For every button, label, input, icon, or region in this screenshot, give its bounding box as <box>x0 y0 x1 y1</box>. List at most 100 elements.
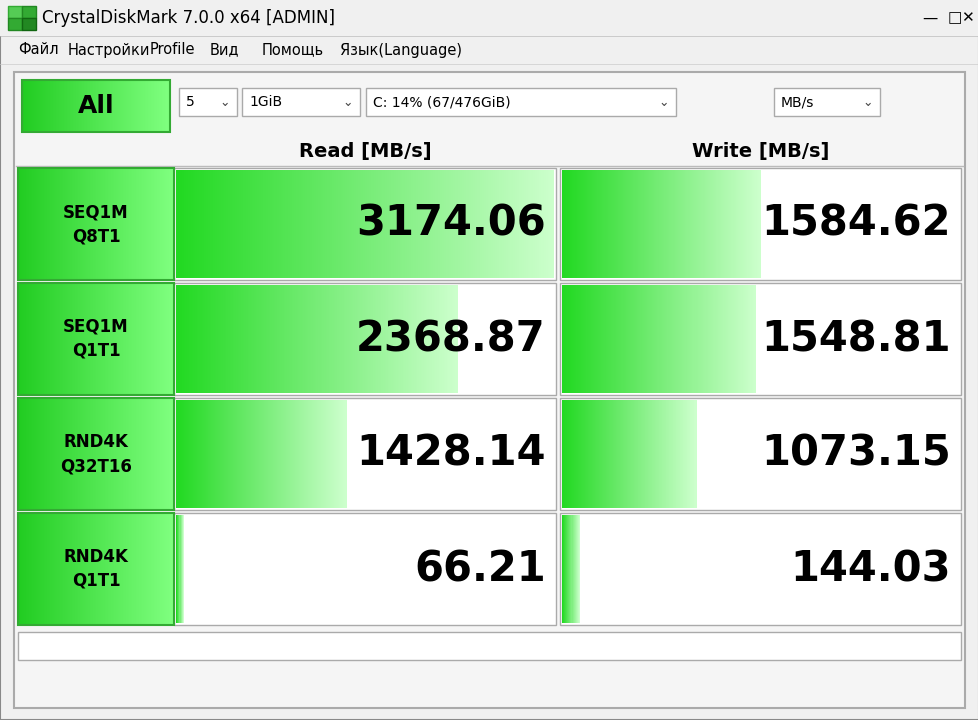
Bar <box>76 283 77 395</box>
Bar <box>701 170 703 278</box>
Bar <box>421 285 422 393</box>
Bar <box>227 285 229 393</box>
Bar <box>736 170 737 278</box>
Bar <box>44 168 45 280</box>
Bar <box>73 513 74 625</box>
Bar <box>14 72 964 708</box>
Bar <box>340 170 342 278</box>
Bar <box>610 285 612 393</box>
Bar <box>57 168 59 280</box>
Bar <box>191 285 193 393</box>
Bar <box>567 515 569 623</box>
Bar <box>671 400 672 508</box>
Bar <box>757 170 759 278</box>
Bar <box>54 80 56 132</box>
Bar <box>20 398 22 510</box>
Bar <box>573 515 574 623</box>
Bar <box>104 168 106 280</box>
Bar <box>559 168 960 280</box>
Bar <box>724 285 726 393</box>
Bar <box>157 513 159 625</box>
Bar <box>200 285 201 393</box>
Bar <box>432 170 434 278</box>
Bar <box>423 285 424 393</box>
Bar <box>590 170 591 278</box>
Bar <box>748 170 750 278</box>
Bar <box>201 400 203 508</box>
Bar <box>46 283 48 395</box>
Bar <box>649 170 651 278</box>
Bar <box>637 285 638 393</box>
Bar <box>683 170 684 278</box>
Bar <box>28 513 29 625</box>
Bar <box>215 170 216 278</box>
Bar <box>526 170 528 278</box>
Bar <box>268 170 269 278</box>
Bar <box>160 168 162 280</box>
Bar <box>261 170 262 278</box>
Bar <box>524 170 526 278</box>
Bar <box>302 170 304 278</box>
Bar <box>207 400 209 508</box>
Bar <box>158 283 160 395</box>
Bar <box>620 400 622 508</box>
Bar <box>85 513 86 625</box>
Bar <box>158 80 160 132</box>
Bar <box>191 170 193 278</box>
Bar <box>22 513 24 625</box>
Bar <box>157 168 159 280</box>
Bar <box>613 170 615 278</box>
Bar <box>350 285 352 393</box>
Bar <box>210 400 211 508</box>
Bar <box>78 80 79 132</box>
Bar <box>52 168 54 280</box>
Bar <box>123 398 124 510</box>
Bar <box>35 398 36 510</box>
Bar <box>754 170 756 278</box>
Bar <box>509 170 510 278</box>
Bar <box>439 170 441 278</box>
Bar <box>576 170 578 278</box>
Bar <box>132 80 133 132</box>
Bar <box>144 398 146 510</box>
Bar <box>542 170 543 278</box>
Bar <box>739 285 740 393</box>
Bar <box>96 398 98 510</box>
Bar <box>18 283 174 395</box>
Bar <box>637 170 638 278</box>
Bar <box>164 80 165 132</box>
Bar <box>83 513 84 625</box>
Bar <box>29 283 30 395</box>
Bar <box>708 170 710 278</box>
Bar <box>45 513 46 625</box>
Bar <box>478 170 480 278</box>
Bar <box>614 285 616 393</box>
Bar <box>563 515 565 623</box>
Bar <box>658 400 660 508</box>
Bar <box>193 285 195 393</box>
Bar <box>409 170 410 278</box>
Text: Вид: Вид <box>210 42 240 58</box>
Bar <box>39 513 40 625</box>
Bar <box>256 400 257 508</box>
Bar <box>758 170 760 278</box>
Bar <box>618 400 620 508</box>
Bar <box>79 513 80 625</box>
Bar <box>286 170 288 278</box>
Bar <box>172 513 173 625</box>
Bar <box>331 400 333 508</box>
Bar <box>59 283 61 395</box>
Bar <box>627 400 628 508</box>
Bar <box>578 515 580 623</box>
Bar <box>664 285 665 393</box>
Bar <box>609 170 611 278</box>
Bar <box>643 170 644 278</box>
Bar <box>38 168 39 280</box>
Bar <box>347 285 349 393</box>
Bar <box>594 170 595 278</box>
Bar <box>309 170 310 278</box>
Bar <box>508 170 509 278</box>
Bar <box>662 400 664 508</box>
Bar <box>754 285 755 393</box>
Bar <box>366 170 367 278</box>
